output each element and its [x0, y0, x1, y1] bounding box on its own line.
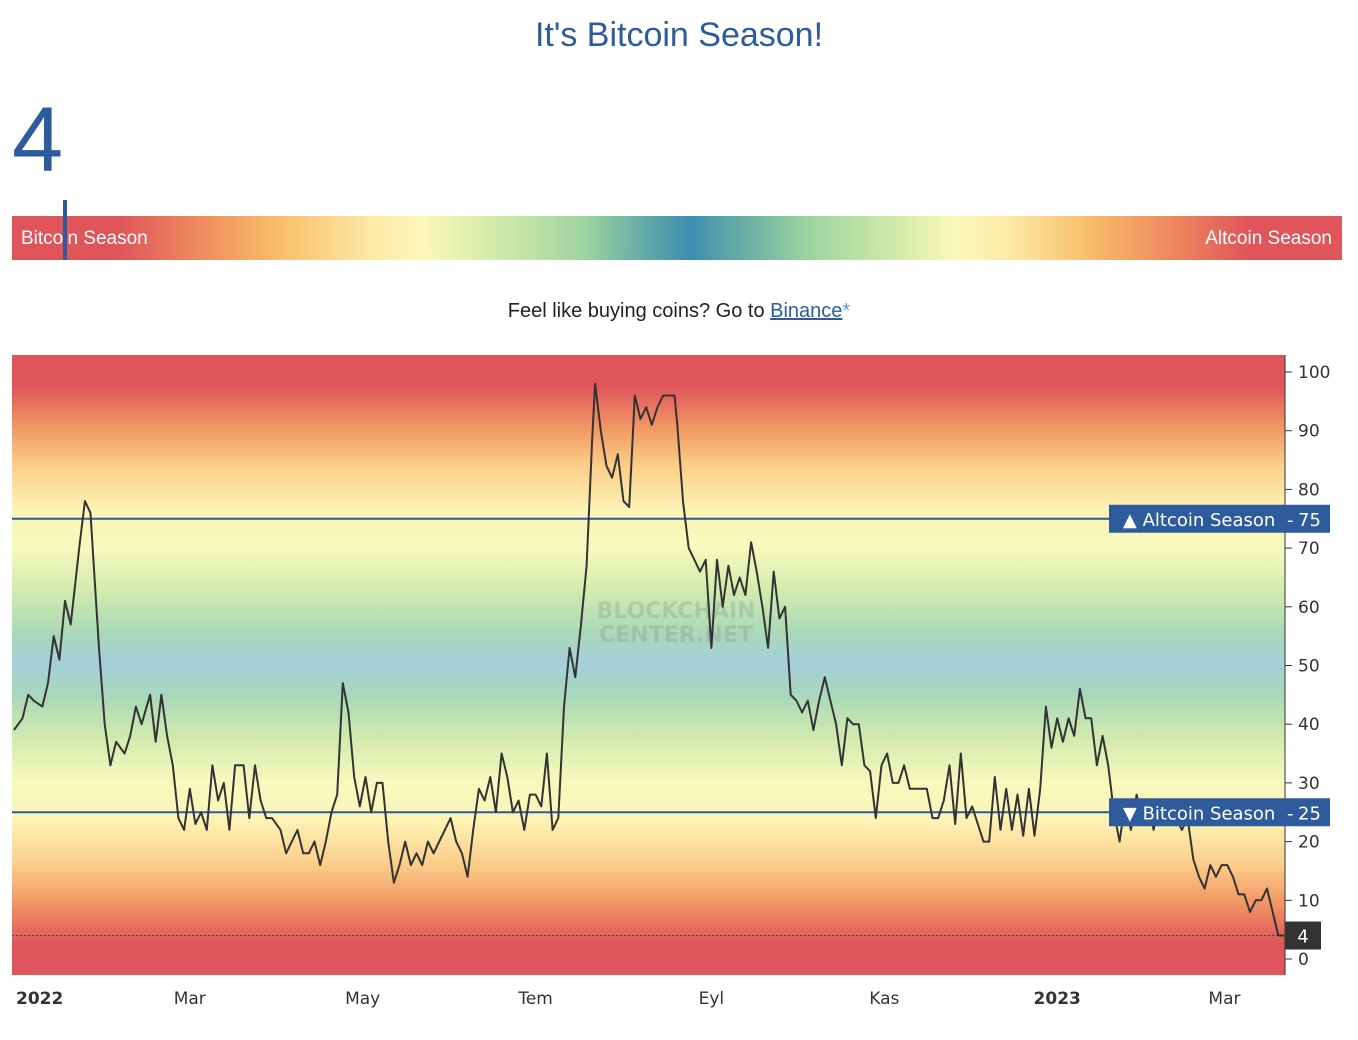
x-tick-label: Mar	[174, 989, 206, 1009]
current-value-label: 4	[1297, 927, 1308, 948]
y-axis: 0 10 20 30 40 50 60 70 80 90 100	[1284, 355, 1330, 975]
threshold-badge	[1109, 798, 1330, 827]
threshold-lines	[12, 517, 1285, 937]
y-tick-label: 0	[1298, 950, 1309, 970]
y-tick-label: 50	[1298, 657, 1320, 677]
x-tick-label: 2022	[16, 989, 63, 1009]
x-tick-label: 2023	[1034, 989, 1081, 1009]
threshold-badge	[1109, 504, 1330, 533]
x-tick-label: May	[345, 989, 380, 1009]
gauge-marker	[63, 200, 68, 260]
current-value-marker: 4	[1285, 921, 1321, 950]
y-tick-label: 40	[1298, 715, 1320, 735]
x-tick-label: Kas	[869, 989, 899, 1009]
x-tick-label: Tem	[517, 989, 553, 1009]
threshold-badge-label: ▲ Altcoin Season	[1123, 510, 1275, 531]
binance-link[interactable]: Binance	[770, 300, 843, 322]
y-tick-label: 90	[1298, 422, 1320, 442]
y-tick-label: 30	[1298, 774, 1320, 794]
y-tick-label: 20	[1298, 833, 1320, 853]
threshold-badge-value: 25	[1298, 803, 1321, 824]
threshold-badges: ▲ Altcoin Season -75▼ Bitcoin Season -25	[1109, 504, 1330, 827]
gauge-left-label: Bitcoin Season	[21, 228, 148, 249]
x-tick-label: Eyl	[699, 989, 725, 1009]
promo-asterisk: *	[842, 300, 851, 322]
y-tick-label: 100	[1298, 363, 1330, 383]
current-value-box	[1285, 921, 1321, 950]
y-tick-label: 80	[1298, 480, 1320, 500]
plot-background	[12, 355, 1285, 975]
y-tick-label: 70	[1298, 539, 1320, 559]
x-axis: 2022MarMayTemEylKas2023MarMay	[16, 989, 1241, 1009]
threshold-badge-label: ▼ Bitcoin Season	[1123, 803, 1275, 824]
y-tick-label: 60	[1298, 598, 1320, 618]
y-tick-label: 10	[1298, 891, 1320, 911]
index-line	[13, 382, 1284, 937]
watermark-text: CENTER.NET	[599, 623, 753, 648]
promo-line: Feel like buying coins? Go to Binance*	[0, 300, 1358, 323]
threshold-badge-dash: -	[1287, 803, 1294, 824]
threshold-badge-dash: -	[1287, 510, 1294, 531]
index-value: 4	[12, 89, 64, 191]
x-tick-label: Mar	[1208, 989, 1240, 1009]
promo-text: Feel like buying coins? Go to	[507, 300, 771, 322]
threshold-badge-value: 75	[1298, 510, 1321, 531]
gauge-right-label: Altcoin Season	[1205, 228, 1332, 249]
watermark-text: BLOCKCHAIN	[596, 599, 755, 624]
season-gauge: Bitcoin Season Altcoin Season	[12, 216, 1342, 260]
page-title: It's Bitcoin Season!	[534, 16, 824, 54]
